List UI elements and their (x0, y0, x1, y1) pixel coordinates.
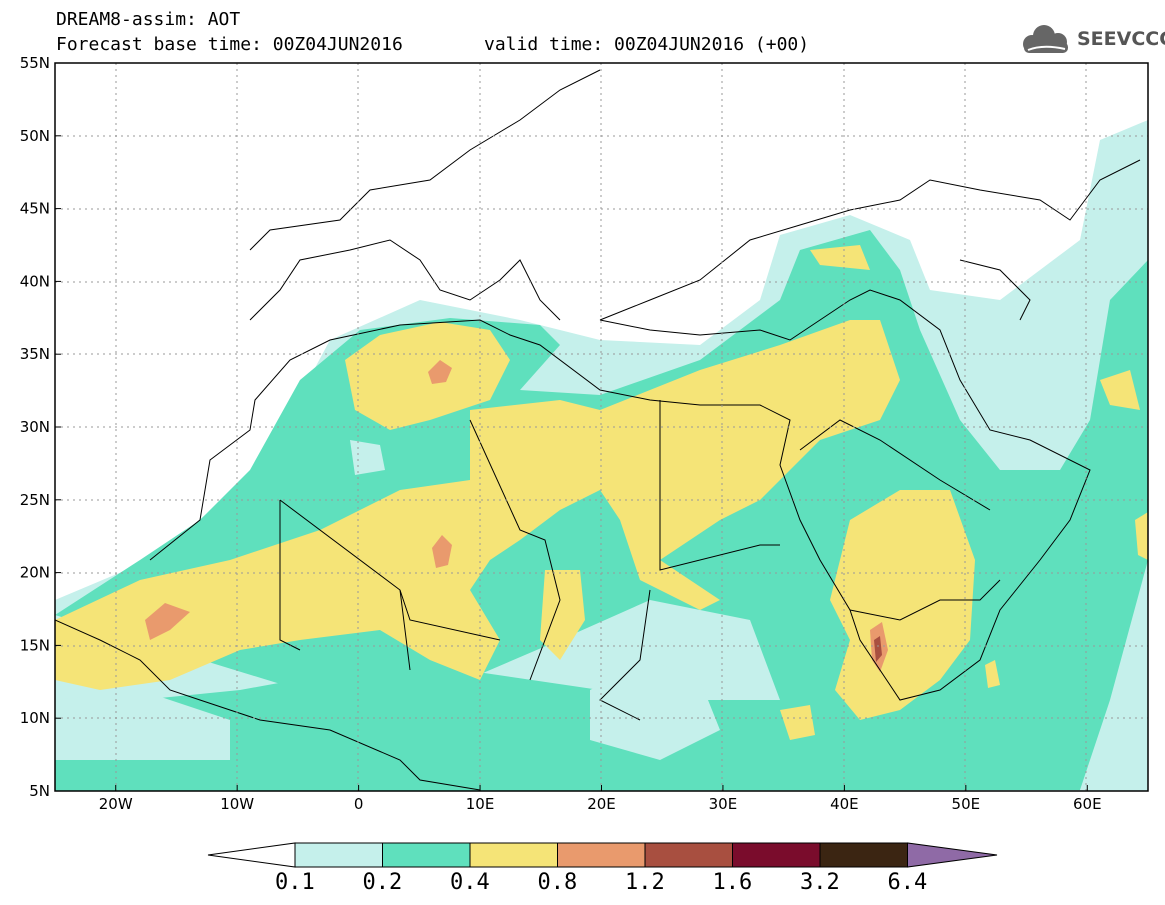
colorbar-box (819, 842, 908, 868)
lon-axis: 20W 10W 0 10E 20E 30E 40E 50E 60E (99, 785, 1102, 813)
logo-text: SEEVCCC (1077, 28, 1165, 50)
lon-tick-label: 30E (709, 795, 738, 813)
lat-tick-label: 25N (20, 491, 50, 509)
colorbar-box (557, 842, 646, 868)
lon-tick-label: 40E (830, 795, 859, 813)
colorbar-level-label: 1.6 (712, 870, 753, 895)
cloud-icon (1023, 25, 1068, 53)
colorbar-box (469, 842, 558, 868)
aot-band-0.4 (55, 320, 900, 690)
colorbar-under (207, 842, 296, 868)
lat-tick-label: 50N (20, 127, 50, 145)
lon-tick-label: 0 (354, 795, 364, 813)
valid-time: valid time: 00Z04JUN2016 (+00) (484, 34, 810, 55)
lat-tick-label: 45N (20, 200, 50, 218)
aot-field (55, 120, 1148, 791)
lon-tick-label: 20E (587, 795, 616, 813)
colorbar-level-label: 0.2 (362, 870, 403, 895)
graticule (55, 63, 1148, 791)
lat-tick-label: 5N (29, 782, 50, 800)
colorbar-box (732, 842, 821, 868)
colorbar-box (644, 842, 733, 868)
coastlines (55, 69, 1141, 791)
lat-tick-label: 55N (20, 54, 50, 72)
colorbar-level-label: 1.2 (625, 870, 665, 895)
colorbar-box (382, 842, 471, 868)
forecast-base-time: Forecast base time: 00Z04JUN2016 (56, 34, 403, 55)
lon-tick-label: 20W (99, 795, 133, 813)
colorbar-level-label: 3.2 (800, 870, 840, 895)
colorbar-over (907, 842, 998, 868)
aot-band-0.8 (145, 603, 190, 640)
colorbar-level-label: 6.4 (887, 870, 928, 895)
lat-tick-label: 30N (20, 418, 50, 436)
lon-tick-label: 60E (1073, 795, 1102, 813)
colorbar-level-label: 0.4 (450, 870, 490, 895)
lat-axis: 55N 50N 45N 40N 35N 30N 25N 20N 15N 10N 5N (20, 54, 61, 800)
lat-tick-label: 15N (20, 636, 50, 654)
colorbar (207, 842, 998, 868)
colorbar-level-label: 0.1 (275, 870, 315, 895)
map-title: DREAM8-assim: AOT (56, 9, 241, 30)
lon-tick-label: 10E (466, 795, 495, 813)
lon-tick-label: 10W (220, 795, 254, 813)
lat-tick-label: 35N (20, 345, 50, 363)
colorbar-box (294, 842, 383, 868)
lat-tick-label: 40N (20, 272, 50, 290)
lat-tick-label: 10N (20, 709, 50, 727)
lon-tick-label: 50E (952, 795, 981, 813)
colorbar-level-label: 0.8 (537, 870, 578, 895)
lat-tick-label: 20N (20, 564, 50, 582)
